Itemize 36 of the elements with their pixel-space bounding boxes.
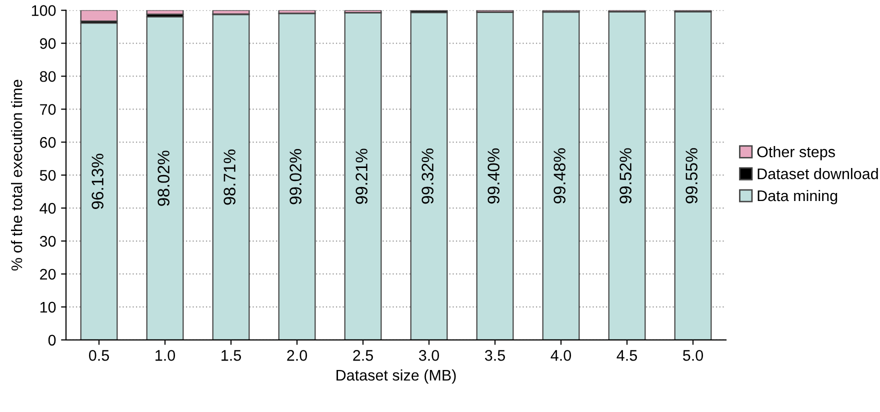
- x-axis-title: Dataset size (MB): [336, 369, 456, 384]
- x-tick-label: 3.5: [484, 350, 505, 361]
- x-tick-label: 1.5: [222, 350, 241, 361]
- data-label: 96.13%: [92, 154, 104, 209]
- y-tick-label: 60: [40, 137, 56, 148]
- legend-label: Other steps: [757, 146, 835, 160]
- x-tick-label: 2.5: [353, 350, 373, 361]
- data-label: 99.52%: [620, 148, 632, 204]
- data-label: 99.21%: [356, 148, 368, 204]
- data-label: 99.40%: [488, 148, 500, 204]
- x-tick-label: 4.0: [550, 350, 572, 361]
- y-tick-label: 30: [40, 236, 56, 247]
- x-tick-label: 2.0: [287, 350, 308, 361]
- data-label: 99.02%: [290, 149, 302, 204]
- y-tick-label: 70: [40, 104, 56, 115]
- data-label: 99.48%: [554, 148, 566, 204]
- x-tick-label: 5.0: [682, 350, 704, 361]
- x-tick-label: 3.0: [418, 350, 440, 361]
- legend-label: Data mining: [758, 190, 838, 204]
- y-tick-label: 10: [40, 302, 56, 313]
- data-label: 99.55%: [686, 148, 698, 204]
- x-tick-label: 1.0: [156, 350, 176, 361]
- y-tick-label: 40: [40, 202, 56, 214]
- y-tick-label: 90: [40, 38, 56, 49]
- legend-label: Dataset download: [758, 168, 878, 180]
- data-label: 98.02%: [158, 150, 170, 206]
- y-tick-label: 20: [40, 268, 56, 280]
- y-tick-label: 80: [40, 71, 56, 82]
- x-tick-label: 0.5: [88, 350, 109, 361]
- x-tick-label: 4.5: [616, 350, 637, 361]
- y-axis-title: % of the total execution time: [10, 80, 22, 271]
- y-tick-label: 50: [40, 170, 56, 181]
- y-tick-label: 0: [48, 334, 56, 346]
- data-label: 99.32%: [422, 148, 434, 204]
- data-label: 98.71%: [224, 150, 236, 205]
- y-tick-label: 100: [32, 5, 56, 16]
